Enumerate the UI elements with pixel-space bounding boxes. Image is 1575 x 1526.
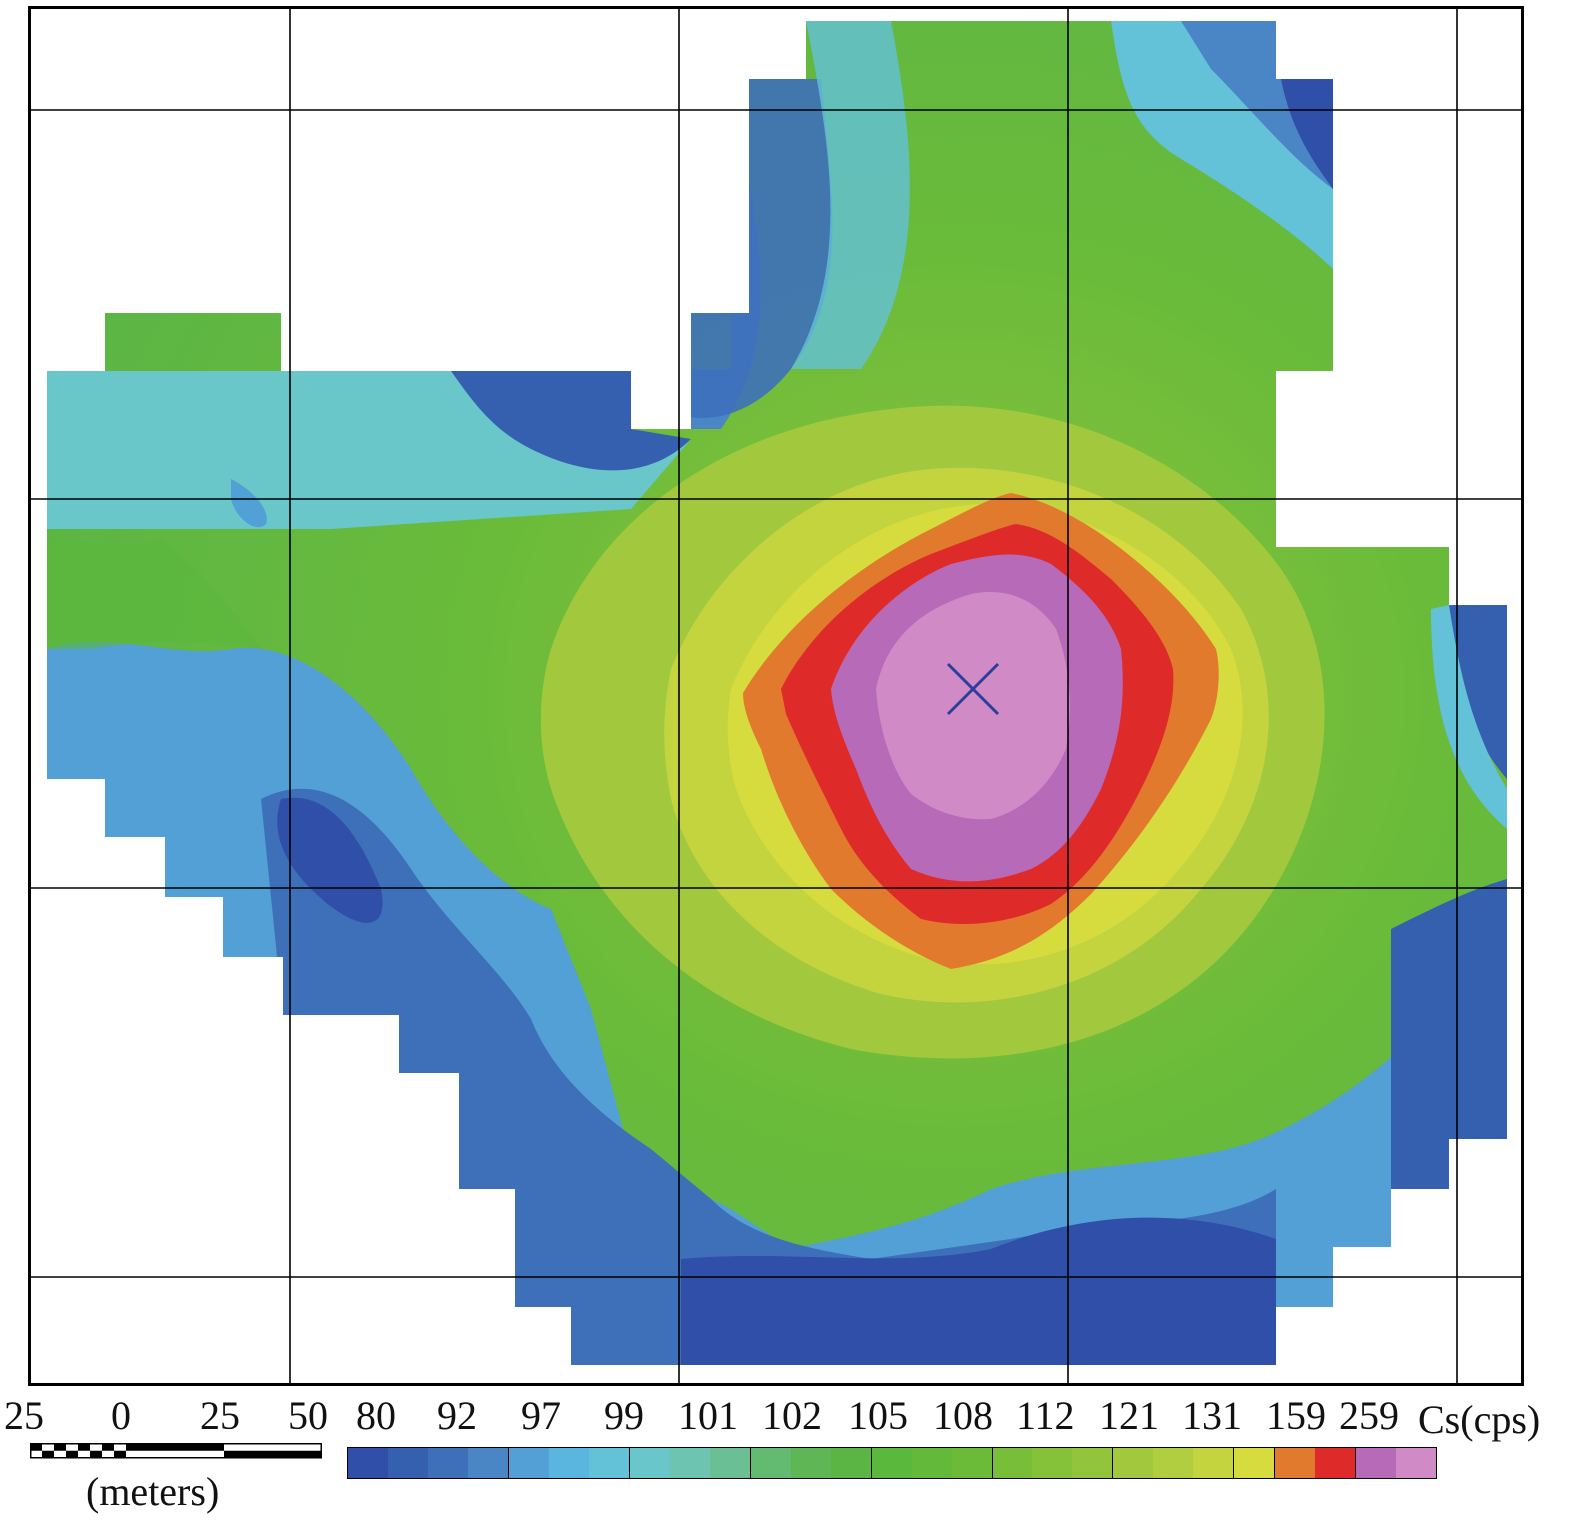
legend-color-swatch [669, 1448, 710, 1478]
legend-color-swatch [1153, 1448, 1194, 1478]
legend-color-swatch [1396, 1448, 1437, 1478]
legend-color-swatch [1072, 1448, 1113, 1478]
legend-label: 80 [356, 1393, 396, 1438]
cs-radiation-map [31, 9, 1521, 1383]
legend-color-swatch [1315, 1448, 1356, 1478]
legend-color-swatch [1355, 1448, 1397, 1478]
legend-color-swatch [1274, 1448, 1316, 1478]
legend-label: 99 [604, 1393, 644, 1438]
color-legend-bar [347, 1447, 1437, 1479]
legend-label: 102 [762, 1393, 822, 1438]
legend-color-swatch [1032, 1448, 1073, 1478]
low-value-zones [47, 21, 1507, 1365]
legend-color-swatch [628, 1448, 670, 1478]
legend-color-swatch [548, 1448, 589, 1478]
legend-color-swatch [467, 1448, 508, 1478]
scale-label: 25 [4, 1393, 44, 1438]
legend-color-swatch [749, 1448, 791, 1478]
legend-color-swatch [951, 1448, 992, 1478]
legend-label: 159 [1266, 1393, 1326, 1438]
legend-color-swatch [1112, 1448, 1154, 1478]
legend-unit-label: Cs(cps) [1418, 1397, 1541, 1442]
legend-label: 259 [1339, 1393, 1399, 1438]
legend-label: 108 [933, 1393, 993, 1438]
legend-label: 92 [437, 1393, 477, 1438]
legend-color-swatch [911, 1448, 952, 1478]
scale-units: (meters) [86, 1469, 220, 1514]
legend-label: 121 [1099, 1393, 1159, 1438]
legend-label: 101 [678, 1393, 738, 1438]
scale-bar [30, 1443, 322, 1459]
legend-color-swatch [870, 1448, 912, 1478]
legend-color-swatch [830, 1448, 871, 1478]
legend-color-swatch [991, 1448, 1033, 1478]
legend-color-swatch [348, 1448, 388, 1478]
map-frame [28, 6, 1524, 1386]
legend-label: 97 [521, 1393, 561, 1438]
legend-label: 105 [848, 1393, 908, 1438]
legend-color-swatch [507, 1448, 549, 1478]
legend-color-swatch [387, 1448, 428, 1478]
scale-label: 25 [200, 1393, 240, 1438]
legend-color-swatch [1233, 1448, 1275, 1478]
map-grid [31, 9, 1521, 1383]
legend-color-swatch [1193, 1448, 1234, 1478]
legend-label: 112 [1016, 1393, 1075, 1438]
legend-color-swatch [588, 1448, 629, 1478]
scale-label: 0 [111, 1393, 131, 1438]
hotspot-contours [540, 405, 1325, 1059]
legend-color-swatch [709, 1448, 750, 1478]
survey-area [47, 21, 1507, 1365]
legend-label: 131 [1182, 1393, 1242, 1438]
legend-color-swatch [790, 1448, 831, 1478]
x-marker-icon [946, 662, 1000, 716]
scale-label: 50 [288, 1393, 328, 1438]
legend-color-swatch [427, 1448, 468, 1478]
